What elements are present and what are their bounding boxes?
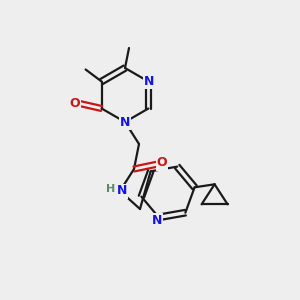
Text: O: O	[69, 97, 80, 110]
Text: N: N	[152, 214, 162, 227]
Text: N: N	[117, 184, 127, 197]
Text: N: N	[120, 116, 130, 128]
Text: N: N	[144, 75, 154, 88]
Text: O: O	[157, 157, 167, 169]
Text: H: H	[106, 184, 116, 194]
